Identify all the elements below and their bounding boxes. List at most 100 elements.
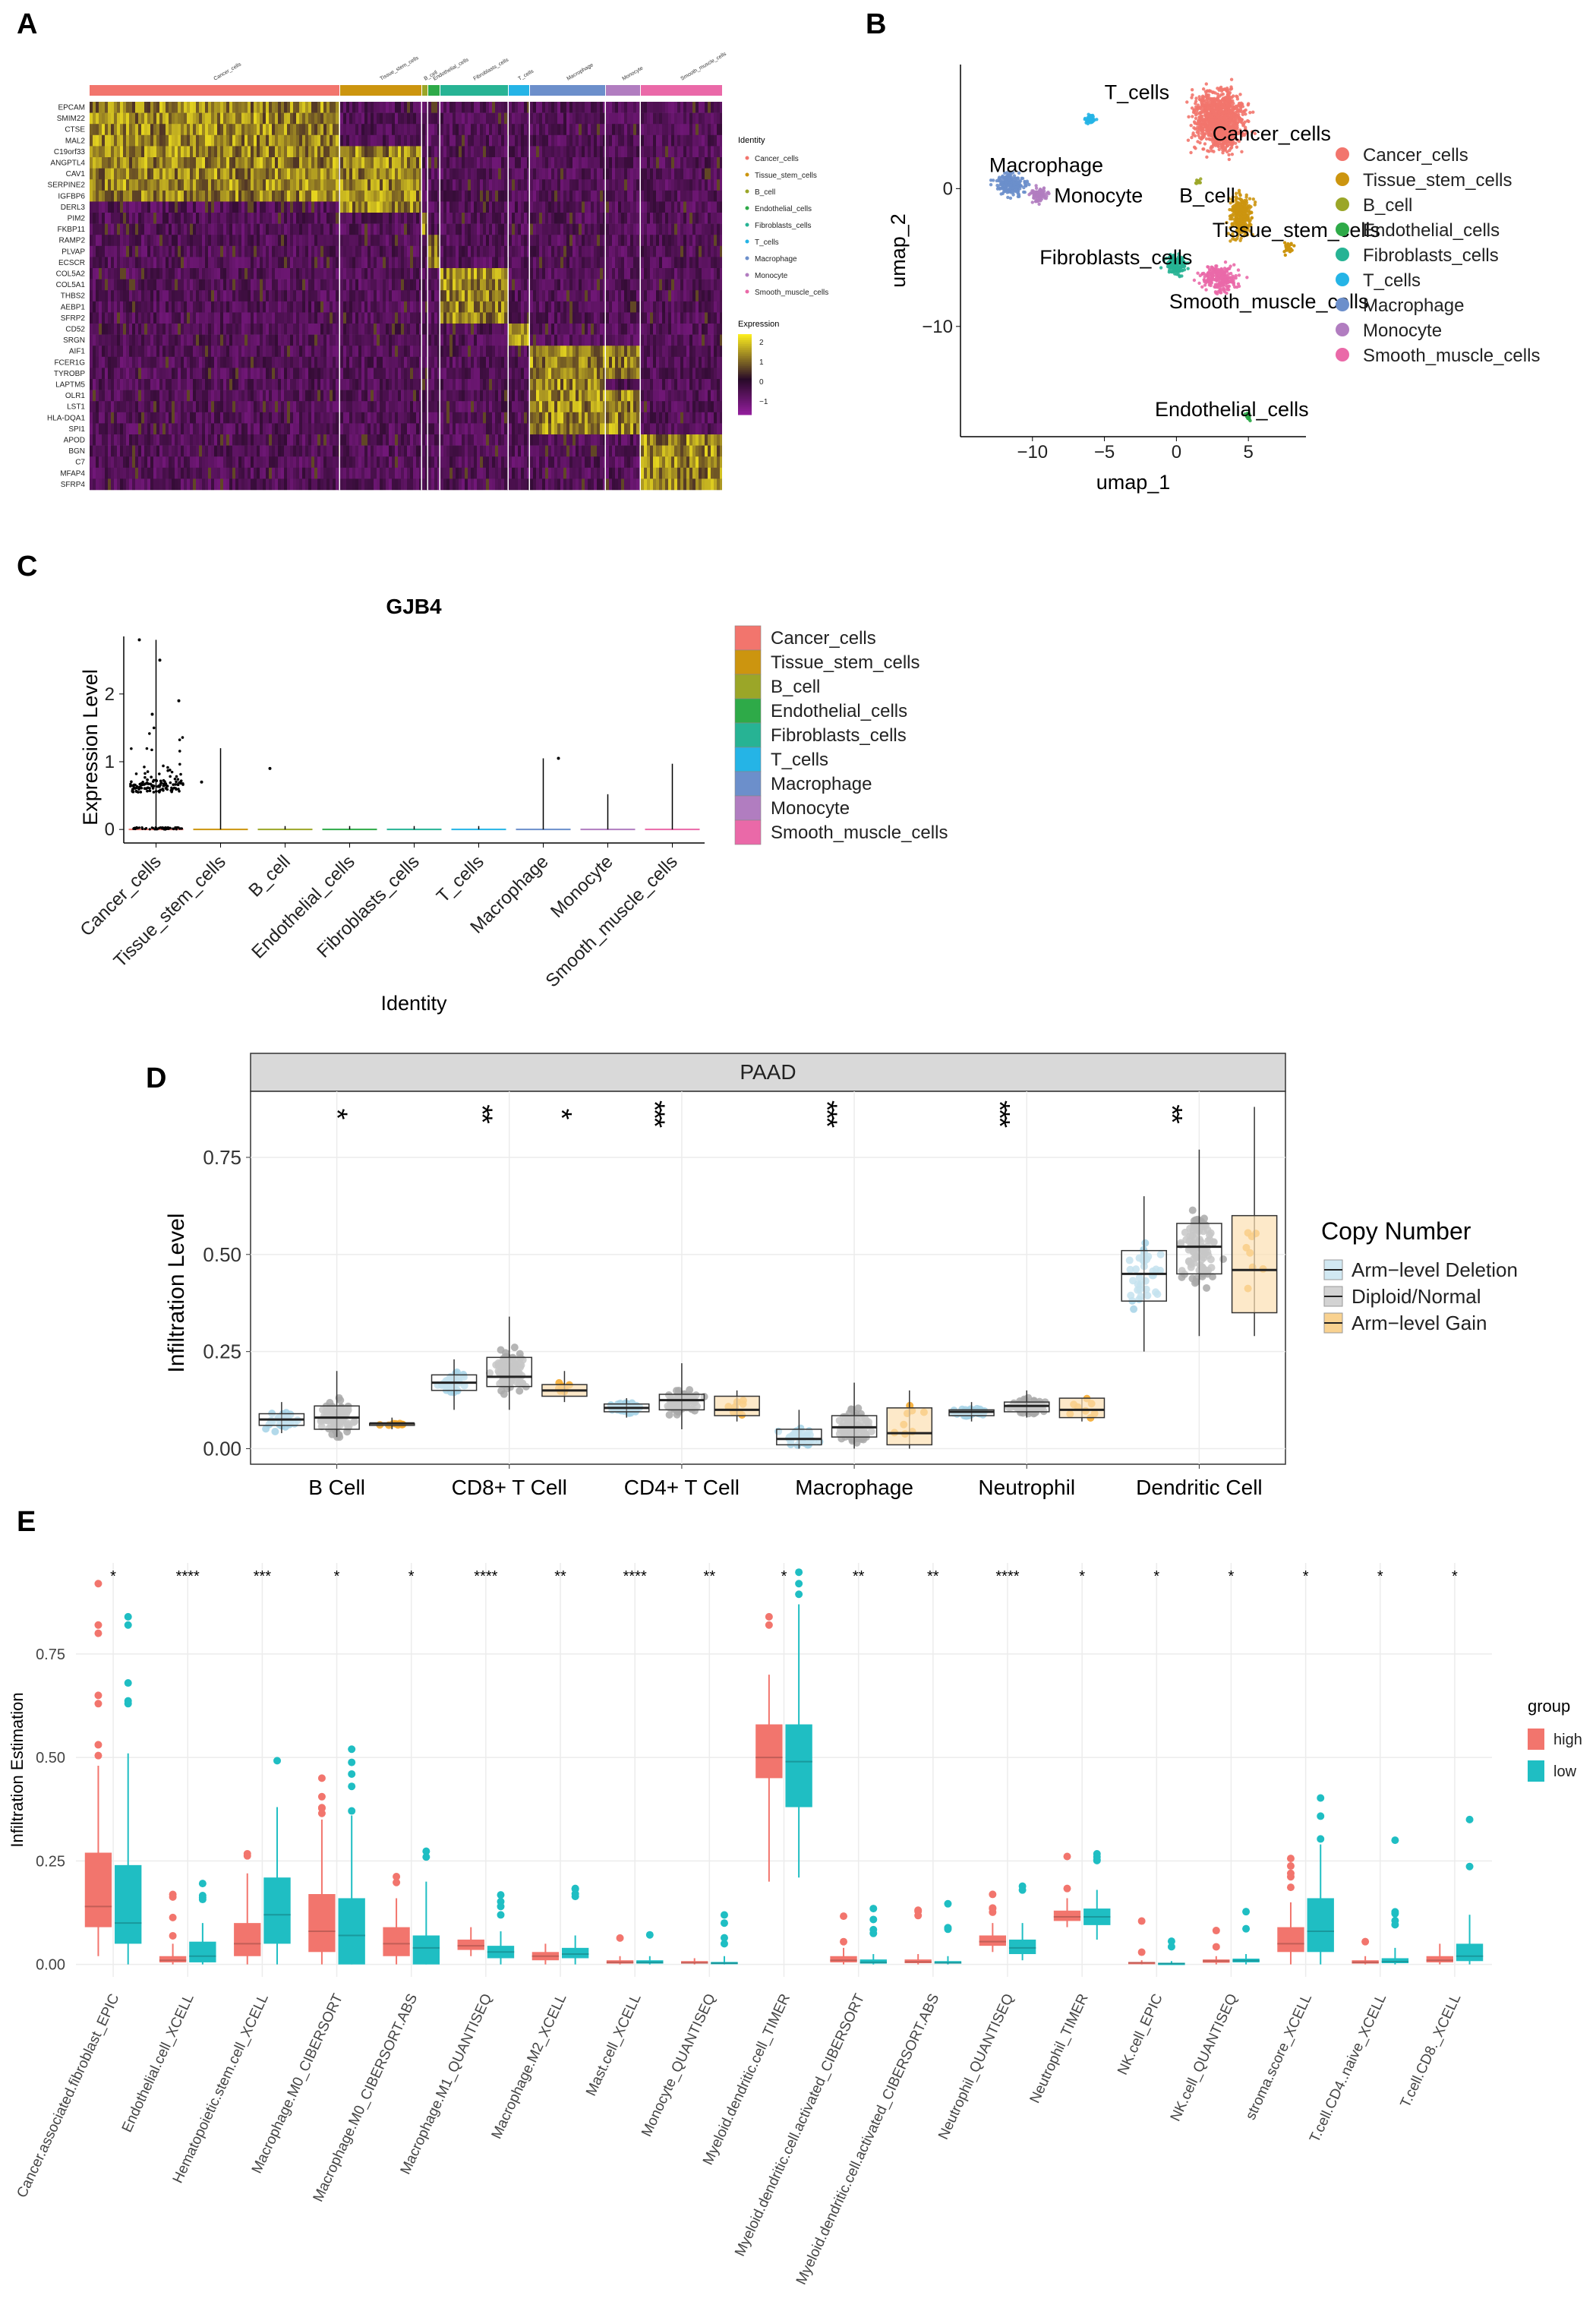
gene-label: C7: [75, 459, 85, 467]
significance-mark: *: [1153, 1568, 1159, 1585]
legend-swatch: [734, 747, 762, 772]
gene-label: FKBP11: [58, 226, 86, 234]
gene-label: SMIM22: [57, 115, 86, 123]
box-high: [84, 1852, 112, 1927]
gene-label: PLVAP: [62, 248, 85, 256]
legend-label: Diploid/Normal: [1352, 1285, 1481, 1308]
legend-label: Cancer_cells: [771, 628, 876, 649]
outlier: [720, 1911, 728, 1919]
gene-label: OLR1: [65, 392, 86, 400]
box-Arm−level Gain: [1231, 1214, 1278, 1314]
legend-label: Fibroblasts_cells: [1363, 245, 1499, 266]
outlier: [317, 1804, 326, 1812]
x-tick-label: Macrophage.M0_CIBERSORT: [249, 1991, 346, 2176]
significance-mark: **: [927, 1568, 939, 1585]
gene-label: SERPINE2: [48, 182, 86, 190]
x-tick-label: Neutrophil: [978, 1476, 1075, 1499]
box-Diploid/Normal: [1176, 1223, 1222, 1275]
x-tick-label: CD8+ T Cell: [452, 1476, 567, 1499]
outlier: [869, 1929, 878, 1937]
legend-swatch: [734, 771, 762, 797]
outlier: [989, 1890, 997, 1899]
legend-label: Macrophage: [771, 774, 872, 794]
panel-d-boxplot: PAAD 0.00 0.25 0.50 0.75 Infiltration Level B …: [164, 1053, 1518, 1499]
outlier: [124, 1700, 132, 1708]
x-tick-label: Neutrophil_QUANTISEQ: [935, 1991, 1017, 2142]
box-high: [383, 1927, 410, 1956]
legend-dot: [745, 273, 749, 277]
significance-mark: *: [408, 1568, 415, 1585]
y-tick-label: 1: [105, 752, 115, 772]
significance-mark: *: [1377, 1568, 1383, 1585]
gene-label: FCER1G: [54, 358, 85, 367]
legend-dot: [1336, 147, 1349, 161]
gene-label: SPI1: [68, 425, 85, 434]
legend-dot: [745, 172, 749, 177]
x-tick-label: Macrophage: [795, 1476, 913, 1499]
box-low: [561, 1947, 589, 1959]
outlier: [497, 1911, 505, 1919]
box-low: [860, 1959, 887, 1964]
legend-dot: [745, 156, 749, 160]
y-tick-label: 0.25: [203, 1340, 241, 1363]
cluster-label: Tissue_stem_cells: [1213, 219, 1380, 242]
outlier: [348, 1745, 356, 1754]
cluster-label: Cancer_cells: [1213, 122, 1331, 145]
legend-dot: [1336, 197, 1349, 211]
significance-mark: **: [704, 1568, 716, 1585]
box-high: [979, 1935, 1007, 1946]
outlier: [348, 1782, 356, 1791]
x-tick-label: T.cell.CD4..naive_XCELL: [1307, 1991, 1389, 2145]
outlier: [1317, 1812, 1325, 1820]
significance-mark: *: [1079, 1568, 1085, 1585]
box-low: [1008, 1939, 1036, 1955]
outlier: [1063, 1884, 1071, 1893]
legend-dot: [745, 256, 749, 260]
outlier: [1286, 1855, 1295, 1863]
outlier: [1465, 1862, 1474, 1871]
legend-label: T_cells: [755, 238, 779, 247]
identity-bar-Cancer_cells: [90, 85, 339, 96]
legend-dot: [1336, 248, 1349, 261]
plot-panel: [250, 1091, 1286, 1465]
outlier: [914, 1907, 923, 1915]
gene-label: MAL2: [65, 137, 86, 145]
legend-label: Arm−level Deletion: [1352, 1258, 1518, 1281]
y-tick-label: 2: [105, 684, 115, 705]
legend-label: Cancer_cells: [755, 155, 799, 163]
outlier: [869, 1915, 878, 1924]
outlier: [989, 1905, 997, 1913]
significance-mark: *: [1303, 1568, 1309, 1585]
outlier: [1212, 1927, 1220, 1935]
strip-label: PAAD: [740, 1060, 796, 1084]
outlier: [1093, 1855, 1101, 1864]
identity-bar-Macrophage: [530, 85, 605, 96]
outlier: [169, 1913, 177, 1921]
outlier: [422, 1847, 431, 1855]
box-low: [412, 1935, 440, 1965]
outlier: [169, 1931, 177, 1940]
outlier: [393, 1872, 401, 1880]
outlier: [94, 1580, 103, 1588]
outlier: [1317, 1835, 1325, 1843]
y-tick-label: 0.50: [36, 1750, 65, 1766]
gene-label: DERL3: [61, 204, 86, 212]
identity-bar-label: Fibroblasts_cells: [473, 57, 510, 81]
legend-label: Smooth_muscle_cells: [755, 289, 828, 297]
significance-mark: *: [334, 1568, 340, 1585]
outlier: [1063, 1852, 1071, 1861]
gene-label: ECSCR: [58, 259, 85, 267]
identity-bar-B_cell: [422, 85, 427, 96]
outlier: [94, 1700, 103, 1708]
outlier: [94, 1751, 103, 1760]
legend-dot: [1336, 223, 1349, 236]
expression-tick: 2: [759, 339, 764, 347]
legend-dot: [745, 239, 749, 244]
box-low: [785, 1724, 812, 1807]
outlier: [1242, 1908, 1251, 1916]
identity-bar-Smooth_muscle_cells: [641, 85, 722, 96]
legend-dot: [745, 189, 749, 194]
significance-mark: *: [1229, 1568, 1235, 1585]
outlier: [124, 1612, 132, 1621]
outlier: [317, 1774, 326, 1782]
